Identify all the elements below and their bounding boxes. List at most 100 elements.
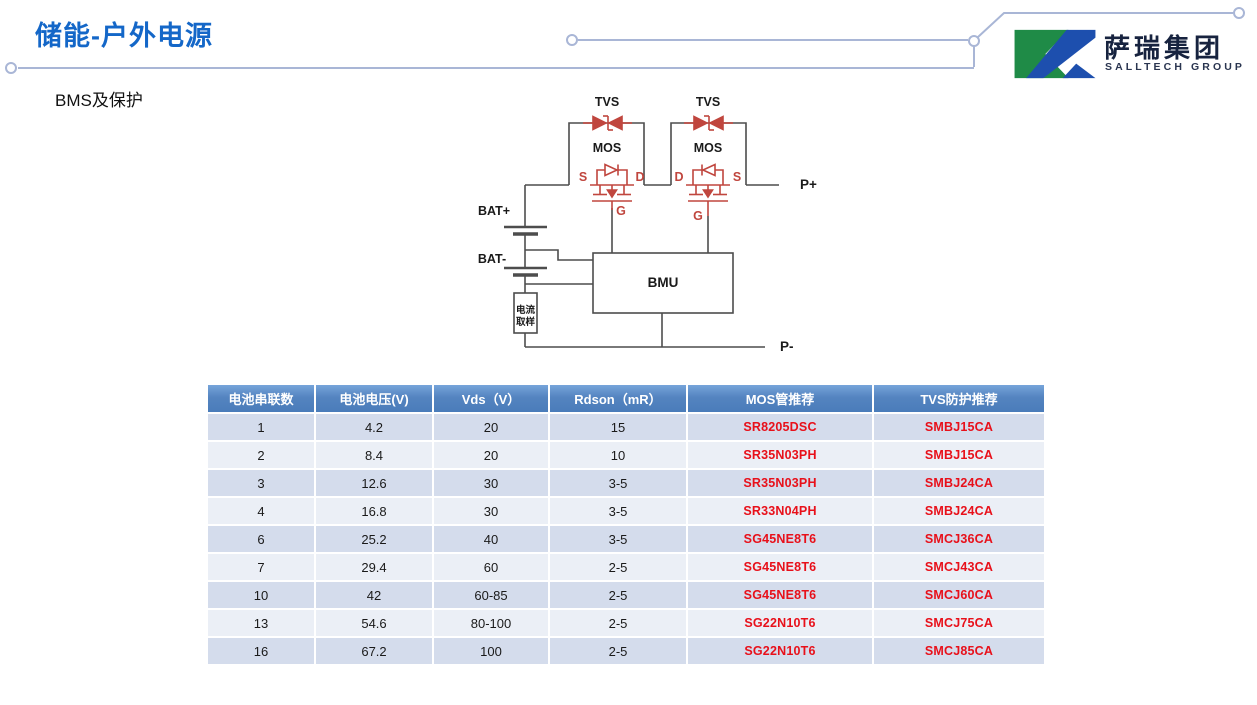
cell-vds: 100	[434, 636, 550, 664]
mosfet2-gate-label: G	[693, 209, 703, 223]
cell-battery-series: 1	[208, 412, 316, 440]
tvs2-symbol-icon	[684, 115, 733, 131]
tvs1-label: TVS	[595, 95, 619, 109]
cell-battery-voltage: 12.6	[316, 468, 434, 496]
connector-node-icon	[968, 35, 980, 47]
cell-mos-recommendation: SR8205DSC	[688, 412, 874, 440]
mosfet1-drain-label: D	[635, 170, 644, 184]
mosfet2-symbol-icon	[686, 163, 730, 216]
table-row: 13 54.6 80-100 2-5 SG22N10T6 SMCJ75CA	[208, 608, 1044, 636]
cell-rdson: 2-5	[550, 636, 688, 664]
header-mos-recommendation: MOS管推荐	[688, 385, 874, 412]
table-row: 16 67.2 100 2-5 SG22N10T6 SMCJ85CA	[208, 636, 1044, 664]
company-logo: 萨瑞集团 SALLTECH GROUP	[1012, 27, 1247, 81]
cell-battery-series: 3	[208, 468, 316, 496]
cell-vds: 30	[434, 468, 550, 496]
cell-rdson: 2-5	[550, 608, 688, 636]
header-rdson: Rdson（mR）	[550, 385, 688, 412]
cell-mos-recommendation: SR35N03PH	[688, 440, 874, 468]
cell-rdson: 3-5	[550, 496, 688, 524]
mos2-label: MOS	[694, 141, 722, 155]
cell-rdson: 15	[550, 412, 688, 440]
header-vds: Vds（V）	[434, 385, 550, 412]
logo-company-name-en: SALLTECH GROUP	[1105, 61, 1246, 73]
cell-vds: 30	[434, 496, 550, 524]
bat-plus-label: BAT+	[478, 204, 510, 218]
cell-rdson: 10	[550, 440, 688, 468]
cell-mos-recommendation: SG45NE8T6	[688, 552, 874, 580]
mosfet1-gate-label: G	[616, 204, 626, 218]
cell-battery-series: 7	[208, 552, 316, 580]
cell-mos-recommendation: SG22N10T6	[688, 636, 874, 664]
table-row: 2 8.4 20 10 SR35N03PH SMBJ15CA	[208, 440, 1044, 468]
connector-node-icon	[1233, 7, 1245, 19]
bmu-label: BMU	[648, 275, 679, 290]
cell-battery-series: 6	[208, 524, 316, 552]
table-body: 1 4.2 20 15 SR8205DSC SMBJ15CA 2 8.4 20 10 SR35N03…	[208, 412, 1044, 664]
cell-battery-series: 4	[208, 496, 316, 524]
mos1-label: MOS	[593, 141, 621, 155]
table-row: 6 25.2 40 3-5 SG45NE8T6 SMCJ36CA	[208, 524, 1044, 552]
battery-symbols	[504, 225, 547, 277]
cell-battery-series: 2	[208, 440, 316, 468]
logo-mark-icon	[1014, 29, 1096, 79]
tvs1-symbol-icon	[583, 115, 632, 131]
cell-battery-voltage: 29.4	[316, 552, 434, 580]
cell-tvs-recommendation: SMCJ75CA	[874, 608, 1044, 636]
header-battery-voltage: 电池电压(V)	[316, 385, 434, 412]
table-row: 10 42 60-85 2-5 SG45NE8T6 SMCJ60CA	[208, 580, 1044, 608]
cell-battery-voltage: 42	[316, 580, 434, 608]
current-sampling-label-line1: 电流	[516, 304, 536, 316]
cell-mos-recommendation: SR35N03PH	[688, 468, 874, 496]
table-row: 3 12.6 30 3-5 SR35N03PH SMBJ24CA	[208, 468, 1044, 496]
cell-vds: 60	[434, 552, 550, 580]
connector-node-icon	[5, 62, 17, 74]
recommendation-table: 电池串联数 电池电压(V) Vds（V） Rdson（mR） MOS管推荐 TVS防护推荐…	[208, 385, 1044, 664]
cell-tvs-recommendation: SMCJ85CA	[874, 636, 1044, 664]
cell-vds: 60-85	[434, 580, 550, 608]
cell-rdson: 3-5	[550, 524, 688, 552]
cell-tvs-recommendation: SMBJ24CA	[874, 468, 1044, 496]
cell-battery-voltage: 4.2	[316, 412, 434, 440]
cell-battery-series: 10	[208, 580, 316, 608]
cell-mos-recommendation: SG45NE8T6	[688, 524, 874, 552]
cell-battery-voltage: 8.4	[316, 440, 434, 468]
p-plus-label: P+	[800, 177, 817, 192]
cell-tvs-recommendation: SMCJ43CA	[874, 552, 1044, 580]
cell-tvs-recommendation: SMCJ36CA	[874, 524, 1044, 552]
p-minus-label: P-	[780, 339, 794, 354]
tvs2-label: TVS	[696, 95, 720, 109]
cell-battery-series: 13	[208, 608, 316, 636]
bms-circuit-diagram: TVS TVS MOS MOS BAT+ BAT- BMU P+ P- 电流 取…	[478, 95, 817, 354]
cell-battery-voltage: 67.2	[316, 636, 434, 664]
cell-rdson: 3-5	[550, 468, 688, 496]
table-row: 1 4.2 20 15 SR8205DSC SMBJ15CA	[208, 412, 1044, 440]
cell-vds: 80-100	[434, 608, 550, 636]
cell-battery-voltage: 25.2	[316, 524, 434, 552]
page-title: 储能-户外电源	[35, 21, 213, 51]
header-tvs-recommendation: TVS防护推荐	[874, 385, 1044, 412]
cell-tvs-recommendation: SMBJ15CA	[874, 440, 1044, 468]
logo-company-name: 萨瑞集团	[1104, 33, 1225, 63]
mosfet1-symbol-icon	[590, 163, 634, 210]
cell-tvs-recommendation: SMBJ24CA	[874, 496, 1044, 524]
cell-tvs-recommendation: SMBJ15CA	[874, 412, 1044, 440]
cell-mos-recommendation: SG22N10T6	[688, 608, 874, 636]
cell-rdson: 2-5	[550, 580, 688, 608]
cell-mos-recommendation: SR33N04PH	[688, 496, 874, 524]
cell-battery-voltage: 54.6	[316, 608, 434, 636]
current-sampling-label-line2: 取样	[516, 316, 536, 328]
header-battery-series: 电池串联数	[208, 385, 316, 412]
cell-mos-recommendation: SG45NE8T6	[688, 580, 874, 608]
table-header-row: 电池串联数 电池电压(V) Vds（V） Rdson（mR） MOS管推荐 TVS防护推荐	[208, 385, 1044, 412]
current-sampling-box	[513, 292, 538, 334]
cell-rdson: 2-5	[550, 552, 688, 580]
bat-minus-label: BAT-	[478, 252, 506, 266]
cell-tvs-recommendation: SMCJ60CA	[874, 580, 1044, 608]
cell-battery-voltage: 16.8	[316, 496, 434, 524]
cell-battery-series: 16	[208, 636, 316, 664]
connector-node-icon	[566, 34, 578, 46]
mosfet2-source-label: S	[733, 170, 741, 184]
table-row: 7 29.4 60 2-5 SG45NE8T6 SMCJ43CA	[208, 552, 1044, 580]
section-subtitle: BMS及保护	[55, 91, 143, 110]
